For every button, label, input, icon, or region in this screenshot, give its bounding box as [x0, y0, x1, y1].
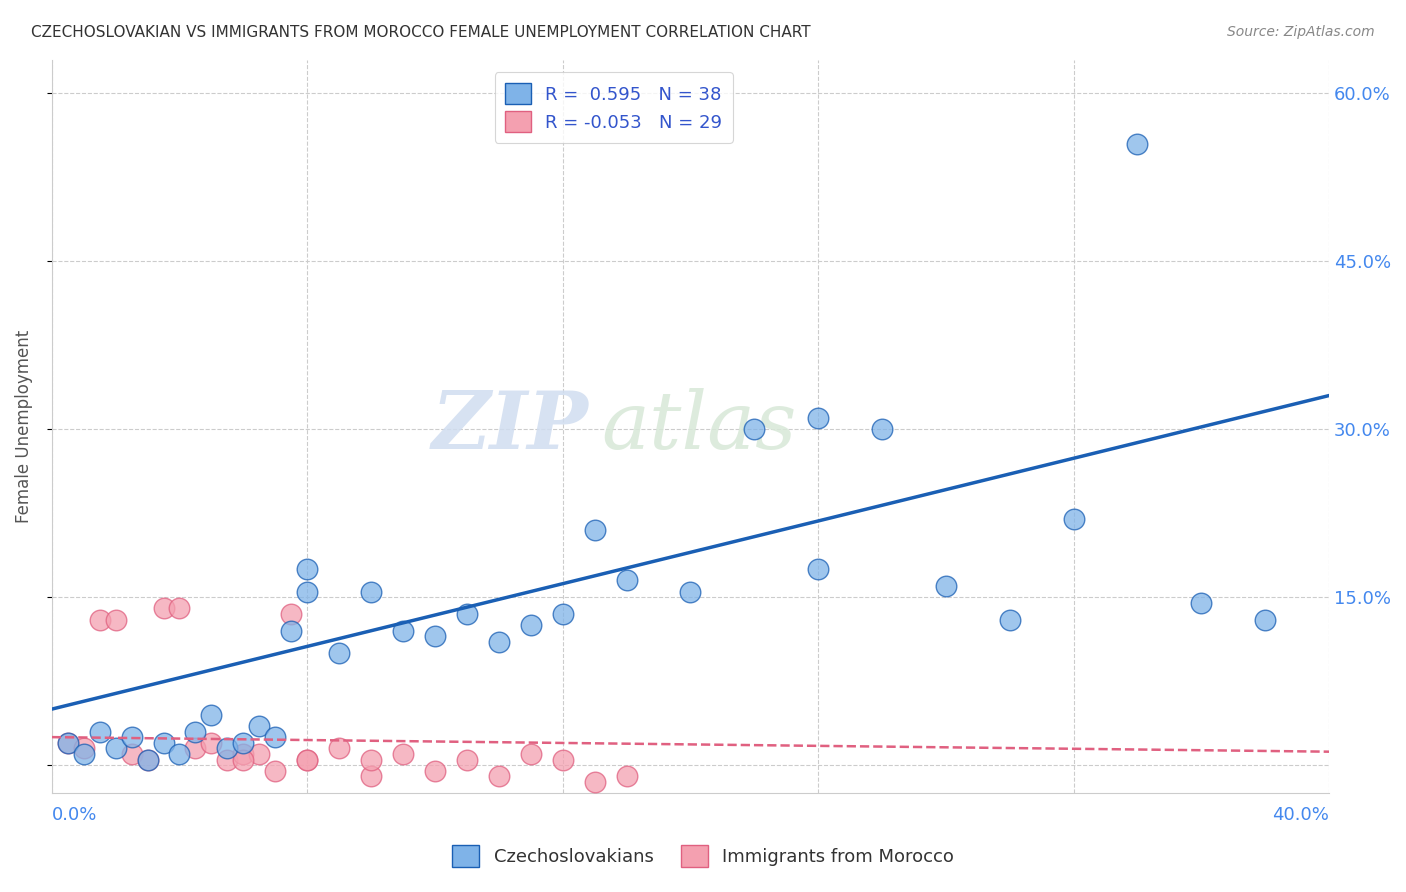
Point — [104, 613, 127, 627]
Point — [56, 736, 79, 750]
Point — [360, 752, 382, 766]
Point — [392, 747, 415, 761]
Text: Source: ZipAtlas.com: Source: ZipAtlas.com — [1227, 25, 1375, 39]
Point — [328, 646, 350, 660]
Point — [169, 747, 191, 761]
Point — [1063, 512, 1085, 526]
Point — [392, 624, 415, 638]
Point — [551, 607, 574, 621]
Point — [280, 607, 302, 621]
Point — [583, 523, 606, 537]
Point — [247, 719, 270, 733]
Point — [136, 752, 159, 766]
Point — [184, 724, 207, 739]
Legend: Czechoslovakians, Immigrants from Morocco: Czechoslovakians, Immigrants from Morocc… — [444, 838, 962, 874]
Point — [935, 579, 957, 593]
Point — [264, 730, 287, 744]
Text: CZECHOSLOVAKIAN VS IMMIGRANTS FROM MOROCCO FEMALE UNEMPLOYMENT CORRELATION CHART: CZECHOSLOVAKIAN VS IMMIGRANTS FROM MOROC… — [31, 25, 810, 40]
Point — [152, 601, 174, 615]
Point — [360, 584, 382, 599]
Point — [89, 724, 111, 739]
Point — [200, 707, 222, 722]
Point — [456, 607, 478, 621]
Point — [217, 752, 239, 766]
Text: 0.0%: 0.0% — [52, 806, 97, 824]
Point — [423, 629, 446, 643]
Point — [264, 764, 287, 778]
Point — [232, 736, 254, 750]
Point — [295, 752, 318, 766]
Point — [280, 624, 302, 638]
Point — [295, 584, 318, 599]
Point — [488, 769, 510, 783]
Point — [217, 741, 239, 756]
Point — [73, 741, 96, 756]
Point — [807, 562, 830, 576]
Point — [998, 613, 1021, 627]
Point — [136, 752, 159, 766]
Point — [870, 422, 893, 436]
Point — [519, 747, 541, 761]
Point — [328, 741, 350, 756]
Point — [200, 736, 222, 750]
Point — [1189, 596, 1212, 610]
Y-axis label: Female Unemployment: Female Unemployment — [15, 330, 32, 523]
Point — [232, 752, 254, 766]
Point — [232, 747, 254, 761]
Point — [169, 601, 191, 615]
Point — [295, 752, 318, 766]
Point — [56, 736, 79, 750]
Point — [679, 584, 702, 599]
Point — [1126, 136, 1149, 151]
Point — [89, 613, 111, 627]
Point — [295, 562, 318, 576]
Point — [519, 618, 541, 632]
Text: atlas: atlas — [600, 388, 796, 465]
Point — [616, 769, 638, 783]
Point — [807, 411, 830, 425]
Point — [184, 741, 207, 756]
Point — [247, 747, 270, 761]
Point — [360, 769, 382, 783]
Point — [742, 422, 765, 436]
Point — [616, 574, 638, 588]
Point — [583, 775, 606, 789]
Point — [456, 752, 478, 766]
Point — [121, 730, 143, 744]
Point — [104, 741, 127, 756]
Point — [551, 752, 574, 766]
Point — [152, 736, 174, 750]
Point — [73, 747, 96, 761]
Text: 40.0%: 40.0% — [1272, 806, 1329, 824]
Point — [121, 747, 143, 761]
Point — [423, 764, 446, 778]
Text: ZIP: ZIP — [432, 388, 588, 465]
Legend: R =  0.595   N = 38, R = -0.053   N = 29: R = 0.595 N = 38, R = -0.053 N = 29 — [495, 72, 733, 143]
Point — [488, 635, 510, 649]
Point — [1254, 613, 1277, 627]
